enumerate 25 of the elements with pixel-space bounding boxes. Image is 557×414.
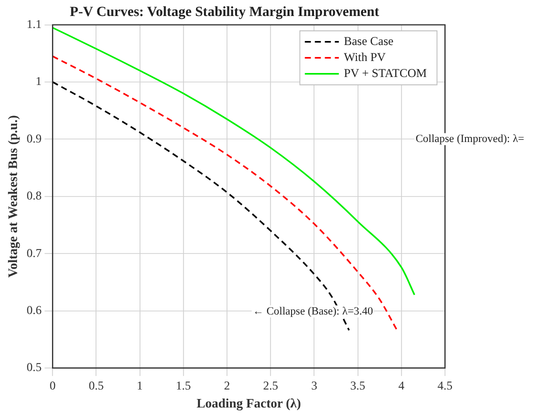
x-tick-label: 1.5 [176,378,191,392]
x-tick-label: 4.5 [438,378,452,392]
legend-label: Base Case [344,34,394,48]
x-axis-title: Loading Factor (λ) [196,396,301,411]
y-tick-label: 0.9 [26,131,42,146]
x-tick-label: 4 [398,378,404,392]
legend-label: With PV [344,50,386,64]
x-tick-label: 2.5 [263,378,278,392]
x-tick-label: 0 [50,378,56,392]
y-tick-label: 0.5 [26,360,42,374]
y-tick-label: 1 [36,74,42,88]
x-tick-label: 3.5 [350,378,366,392]
legend-label: PV + STATCOM [344,66,428,80]
x-tick-label: 3 [311,378,318,392]
y-axis-title: Voltage at Weakest Bus (p.u.) [5,115,20,278]
x-tick-label: 0.5 [88,378,104,392]
y-tick-label: 0.8 [26,188,42,203]
chart-title: P-V Curves: Voltage Stability Margin Improvement [70,5,380,20]
annotation: ← Collapse (Base): λ=3.40 [252,305,374,318]
x-tick-label: 2 [224,378,230,392]
annotation: Collapse (Improved): λ= [416,132,524,145]
x-tick-label: 1 [136,378,143,392]
y-tick-label: 0.7 [26,246,42,260]
y-tick-label: 1.1 [26,16,42,31]
y-tick-label: 0.6 [26,302,42,317]
